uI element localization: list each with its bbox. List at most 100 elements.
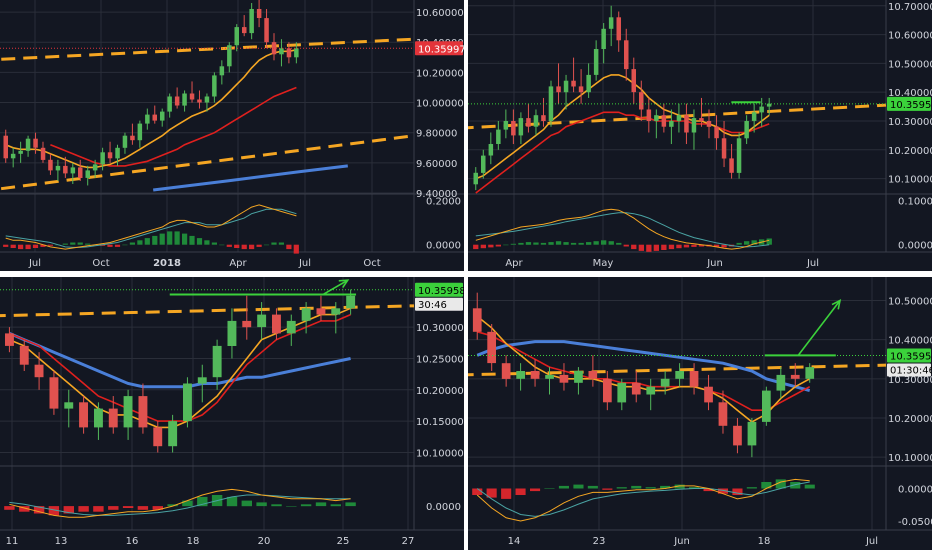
time-tick-label: 13 <box>55 536 68 547</box>
candle-body <box>689 371 699 387</box>
price-tick-label: 10.60000 <box>888 31 932 42</box>
candle-body <box>721 138 727 159</box>
candle-body <box>563 80 569 93</box>
macd-histogram-bar <box>548 242 554 245</box>
macd-tick-label: 0.2000 <box>426 196 461 207</box>
macd-histogram-bar <box>226 496 238 507</box>
candle-body <box>487 331 496 364</box>
price-tick-label: 10.50000 <box>888 59 932 70</box>
price-badge <box>887 348 931 363</box>
sma-short-line <box>5 49 297 169</box>
trend-channel-lower <box>0 304 415 318</box>
candle-body <box>559 374 569 383</box>
macd-histogram-bar <box>137 240 143 245</box>
price-tick-label: 10.10000 <box>888 453 932 464</box>
time-tick-label: 11 <box>6 536 19 547</box>
macd-histogram-bar <box>159 233 165 245</box>
sma-long-line <box>476 340 811 393</box>
candle-body <box>747 421 757 446</box>
time-tick-label: 18 <box>187 536 200 547</box>
candle-body <box>212 345 222 378</box>
candle-body <box>197 99 202 103</box>
macd-histogram-bar <box>587 485 598 489</box>
time-tick-label: May <box>593 258 614 269</box>
macd-histogram-bar <box>804 484 815 489</box>
macd-histogram-bar <box>167 504 178 507</box>
candle-body <box>25 138 31 151</box>
candle-body <box>219 66 225 76</box>
candle-body <box>578 86 584 93</box>
candle-body <box>34 364 44 378</box>
candle-body <box>78 167 83 178</box>
candle-body <box>272 314 281 334</box>
candle-body <box>264 18 269 43</box>
candle-body <box>501 363 511 379</box>
candle-body <box>790 374 800 379</box>
candle-body <box>691 118 697 133</box>
macd-histogram-bar <box>10 244 16 248</box>
macd-histogram-bar <box>744 241 750 245</box>
candle-body <box>286 320 296 334</box>
macd-histogram-bar <box>480 244 486 249</box>
candle-body <box>286 48 292 58</box>
candle-body <box>646 386 656 395</box>
macd-histogram-bar <box>70 242 76 245</box>
price-tick-label: 10.10000 <box>888 175 932 186</box>
price-tick-label: 10.20000 <box>888 146 932 157</box>
macd-histogram-bar <box>533 242 539 245</box>
candle-body <box>556 86 561 93</box>
price-tick-label: 10.00000 <box>416 99 464 110</box>
candle-body <box>533 115 539 127</box>
candle-body <box>805 367 815 379</box>
candle-body <box>279 48 284 55</box>
price-tick-label: 10.30000 <box>416 323 464 334</box>
candle-body <box>631 382 641 395</box>
candle-body <box>122 135 128 148</box>
time-tick-label: 20 <box>258 536 271 547</box>
candle-body <box>669 121 674 127</box>
macd-histogram-bar <box>578 242 584 245</box>
macd-histogram-bar <box>510 243 516 245</box>
macd-histogram-bar <box>219 244 225 246</box>
candle-body <box>603 378 612 403</box>
countdown-badge-label: 30:46 <box>418 300 447 311</box>
price-tick-label: 10.30000 <box>888 117 932 128</box>
candle-body <box>49 377 59 409</box>
macd-histogram-bar <box>241 244 247 250</box>
candle-body <box>736 138 742 173</box>
price-badge <box>415 282 463 297</box>
candle-body <box>3 135 8 159</box>
macd-histogram-bar <box>278 242 284 245</box>
macd-histogram-bar <box>602 488 613 490</box>
candle-body <box>526 118 531 127</box>
candle-body <box>545 374 554 379</box>
candle-body <box>316 308 326 315</box>
candle-body <box>145 114 150 124</box>
candle-body <box>541 115 546 121</box>
macd-histogram-bar <box>713 244 720 247</box>
macd-histogram-bar <box>122 244 128 246</box>
candle-body <box>684 115 689 133</box>
time-tick-label: Jul <box>28 258 41 269</box>
candle-body <box>227 45 232 67</box>
macd-histogram-bar <box>286 244 292 250</box>
chart-svg: 10.70000 10.60000 10.50000 10.40000 10.30000… <box>468 0 932 269</box>
macd-histogram-bar <box>129 242 135 245</box>
candle-body <box>704 386 713 403</box>
candle-body <box>174 96 180 106</box>
macd-histogram-bar <box>78 506 89 512</box>
macd-histogram-bar <box>122 506 134 508</box>
macd-histogram-bar <box>736 242 742 245</box>
macd-histogram-bar <box>174 231 180 245</box>
candle-body <box>714 126 719 139</box>
macd-histogram-bar <box>746 487 757 489</box>
time-tick-label: 14 <box>508 536 521 547</box>
candle-body <box>197 377 207 384</box>
macd-histogram-bar <box>488 244 494 248</box>
candle-body <box>639 92 644 110</box>
macd-histogram-bar <box>555 241 562 245</box>
countdown-badge <box>415 297 463 311</box>
candle-body <box>107 152 113 159</box>
macd-histogram-bar <box>601 240 607 245</box>
time-tick-label: Oct <box>92 258 109 269</box>
